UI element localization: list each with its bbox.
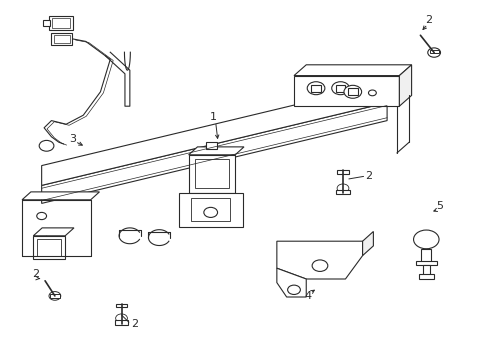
Polygon shape [399,65,412,106]
Bar [337,170,349,174]
Bar [49,16,73,30]
Bar [54,35,70,43]
Bar [37,239,61,256]
Bar [336,85,345,92]
Bar [430,50,439,53]
Text: 5: 5 [437,201,443,211]
Bar [423,265,430,276]
Bar [179,193,243,227]
Bar [348,88,358,95]
Text: 3: 3 [69,134,76,144]
Polygon shape [42,83,387,185]
Circle shape [337,184,349,193]
Polygon shape [277,241,363,279]
Bar [33,236,65,259]
Bar [311,85,321,92]
Bar [52,18,70,28]
Polygon shape [294,76,399,106]
Circle shape [37,232,47,239]
Text: 2: 2 [365,171,372,181]
Circle shape [204,207,218,217]
Bar [206,142,217,149]
Bar [195,159,229,188]
Polygon shape [363,231,373,256]
Polygon shape [22,192,99,200]
Circle shape [332,82,349,95]
Circle shape [37,212,47,220]
Circle shape [307,82,325,95]
Bar [50,294,60,298]
Circle shape [39,140,54,151]
Circle shape [116,314,127,323]
Circle shape [414,230,439,249]
Circle shape [49,292,61,300]
Polygon shape [33,228,74,236]
Polygon shape [294,65,412,76]
Circle shape [344,85,362,98]
Bar [336,190,350,194]
Polygon shape [42,103,387,203]
Bar [191,198,230,221]
Circle shape [368,90,376,96]
Bar [51,33,72,45]
Bar [43,20,50,26]
Bar [116,304,127,307]
Bar [115,320,128,325]
Text: 4: 4 [304,291,311,301]
Polygon shape [277,268,306,297]
Circle shape [312,260,328,271]
Text: 2: 2 [32,269,39,279]
Bar [416,261,437,265]
Circle shape [288,285,300,294]
Bar [421,249,431,264]
Bar [189,155,235,193]
Circle shape [428,48,441,57]
Text: 2: 2 [131,319,139,329]
Text: 2: 2 [425,15,432,25]
Text: 1: 1 [210,112,217,122]
Bar [419,274,434,279]
Polygon shape [189,147,244,155]
